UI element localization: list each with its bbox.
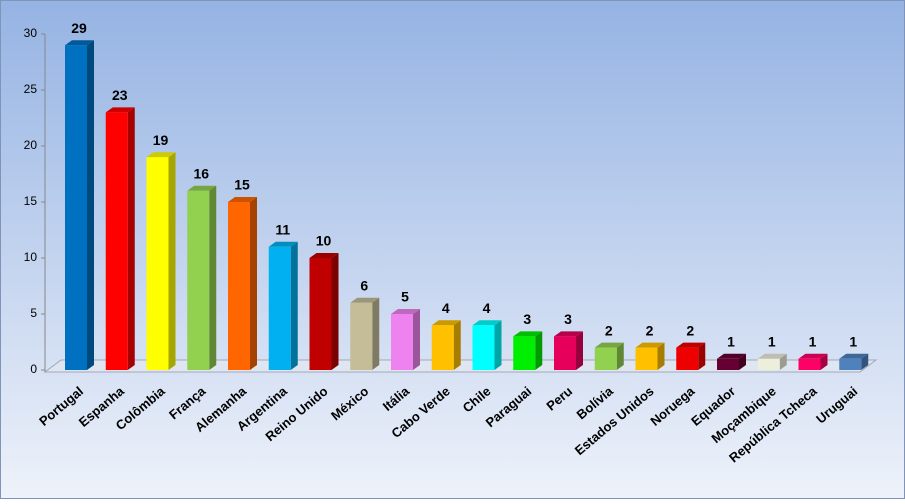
bar-side: [657, 342, 665, 370]
bar: [554, 336, 576, 370]
bar-side: [535, 331, 543, 370]
bar: [105, 112, 128, 371]
bar: [309, 258, 332, 370]
value-label: 16: [193, 166, 209, 182]
bar: [391, 314, 413, 370]
bar: [594, 347, 617, 370]
value-label: 6: [360, 278, 368, 294]
bar: [717, 358, 739, 370]
bar-top: [554, 331, 583, 337]
bar: [472, 325, 495, 370]
bar-side: [494, 320, 502, 370]
value-label: 2: [686, 322, 694, 338]
value-label: 3: [523, 311, 531, 327]
bar-side: [739, 353, 746, 370]
value-label: 1: [849, 334, 857, 350]
bar-top: [65, 40, 94, 46]
bar: [431, 325, 454, 370]
bar-side: [616, 342, 624, 370]
bar-top: [594, 342, 624, 348]
y-tick-label: 20: [24, 138, 38, 152]
bar-top: [717, 353, 746, 359]
bar: [268, 246, 291, 370]
bar-side: [127, 107, 135, 371]
value-label: 2: [646, 322, 654, 338]
y-tick-label: 5: [30, 306, 37, 320]
value-label: 5: [401, 289, 409, 305]
bar: [187, 190, 210, 370]
bar-top: [309, 253, 339, 258]
bar: [798, 358, 821, 370]
value-label: 1: [768, 334, 776, 350]
bar-side: [453, 320, 461, 370]
bar-top: [228, 197, 257, 202]
bar-side: [168, 152, 176, 370]
bar-side: [820, 353, 828, 370]
bar-side: [576, 331, 583, 370]
value-label: 3: [564, 311, 572, 327]
bar-top: [757, 353, 787, 359]
bar: [65, 45, 87, 370]
value-label: 29: [71, 20, 87, 36]
value-label: 1: [727, 334, 735, 350]
bar-top: [635, 342, 665, 348]
bar-side: [331, 253, 339, 370]
bar-side: [250, 197, 257, 370]
value-label: 23: [112, 87, 128, 103]
bar: [513, 336, 536, 370]
bar-top: [268, 241, 298, 247]
bar: [635, 347, 658, 370]
value-label: 1: [809, 334, 817, 350]
value-label: 4: [483, 300, 491, 316]
bar-top: [187, 185, 217, 191]
value-label: 4: [442, 300, 450, 316]
y-tick-label: 30: [24, 26, 38, 40]
value-label: 10: [316, 233, 332, 249]
bar-top: [839, 353, 869, 359]
bar: [350, 302, 373, 370]
bar: [839, 358, 862, 370]
y-tick-label: 25: [24, 82, 38, 96]
bar-top: [798, 353, 828, 359]
bar: [228, 202, 250, 370]
bar-top: [431, 320, 461, 326]
bar-top: [676, 342, 706, 348]
bar-side: [290, 241, 298, 370]
bar: [146, 157, 169, 370]
bar-side: [413, 309, 420, 370]
bar-top: [105, 107, 135, 113]
y-tick-label: 15: [24, 194, 38, 208]
value-label: 15: [234, 177, 250, 193]
bar-side: [209, 185, 217, 370]
bar-side: [861, 353, 869, 370]
bar-top: [513, 331, 543, 337]
bar-side: [698, 342, 706, 370]
y-tick-label: 0: [30, 362, 37, 376]
value-label: 2: [605, 322, 613, 338]
bar-top: [391, 309, 420, 314]
value-label: 11: [275, 222, 290, 238]
bar: [676, 347, 699, 370]
bar-top: [472, 320, 502, 326]
bar-side: [779, 353, 787, 370]
value-label: 19: [153, 132, 169, 148]
bar-top: [350, 297, 380, 303]
bar: [757, 358, 780, 370]
bar-side: [372, 297, 380, 370]
y-tick-label: 10: [24, 250, 38, 264]
bar-top: [146, 152, 176, 158]
bar-side: [87, 40, 94, 370]
